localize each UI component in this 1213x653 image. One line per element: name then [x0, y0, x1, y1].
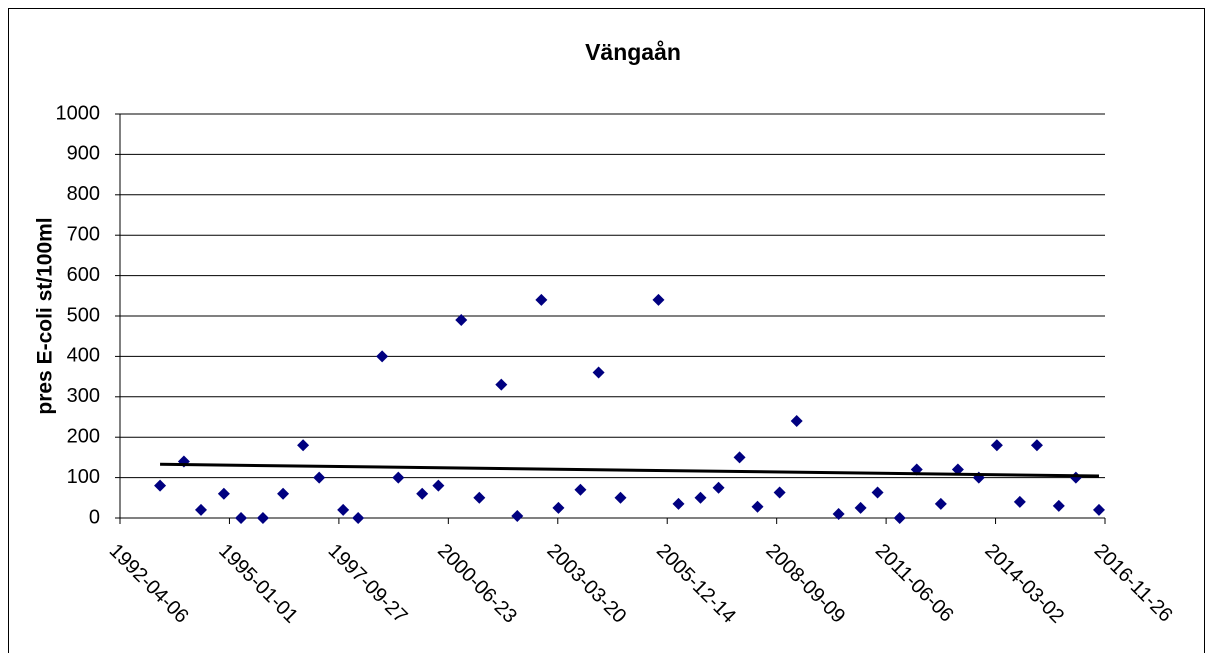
- point: [893, 512, 906, 524]
- point: [455, 314, 468, 327]
- point: [217, 487, 230, 500]
- point: [832, 507, 845, 520]
- y-tick-label: 400: [67, 345, 100, 367]
- point: [376, 350, 389, 363]
- y-tick-label: 600: [67, 264, 100, 286]
- point: [277, 487, 290, 500]
- y-tick-label: 800: [67, 183, 100, 205]
- y-tick-label: 100: [67, 466, 100, 488]
- point: [871, 486, 884, 499]
- point: [1030, 439, 1043, 452]
- y-tick-label: 0: [89, 506, 100, 528]
- point: [235, 512, 248, 524]
- point: [297, 439, 310, 452]
- point: [392, 471, 405, 484]
- point: [672, 497, 685, 510]
- point: [733, 451, 746, 464]
- point: [854, 501, 867, 514]
- point: [990, 439, 1003, 452]
- y-tick-label: 1000: [56, 102, 101, 124]
- point: [337, 503, 350, 516]
- point: [352, 512, 365, 524]
- point: [154, 479, 167, 492]
- point: [951, 463, 964, 476]
- chart-title: Vängaån: [585, 39, 681, 65]
- point: [614, 491, 627, 504]
- point: [256, 512, 269, 524]
- point: [535, 293, 548, 306]
- y-tick-label: 200: [67, 425, 100, 447]
- y-axis-label: pres E-coli st/100ml: [34, 217, 57, 414]
- y-tick-label: 300: [67, 385, 100, 407]
- point: [773, 486, 786, 499]
- point: [694, 491, 707, 504]
- point: [790, 415, 803, 428]
- y-tick-label: 900: [67, 143, 100, 165]
- point: [652, 293, 665, 306]
- point: [511, 509, 524, 522]
- trend-line: [160, 462, 1099, 478]
- point: [194, 503, 207, 516]
- point: [313, 471, 326, 484]
- point: [495, 378, 508, 391]
- point: [712, 481, 725, 494]
- point: [473, 491, 486, 504]
- y-tick-label: 700: [67, 223, 100, 245]
- point: [432, 479, 445, 492]
- point: [574, 483, 587, 496]
- chart-border: [8, 8, 1205, 653]
- point: [751, 500, 764, 513]
- point: [416, 487, 429, 500]
- point: [1092, 503, 1105, 516]
- point: [934, 497, 947, 510]
- point: [1013, 495, 1026, 508]
- point: [592, 366, 605, 379]
- point: [1052, 499, 1065, 512]
- point: [552, 501, 565, 514]
- y-tick-label: 500: [67, 304, 100, 326]
